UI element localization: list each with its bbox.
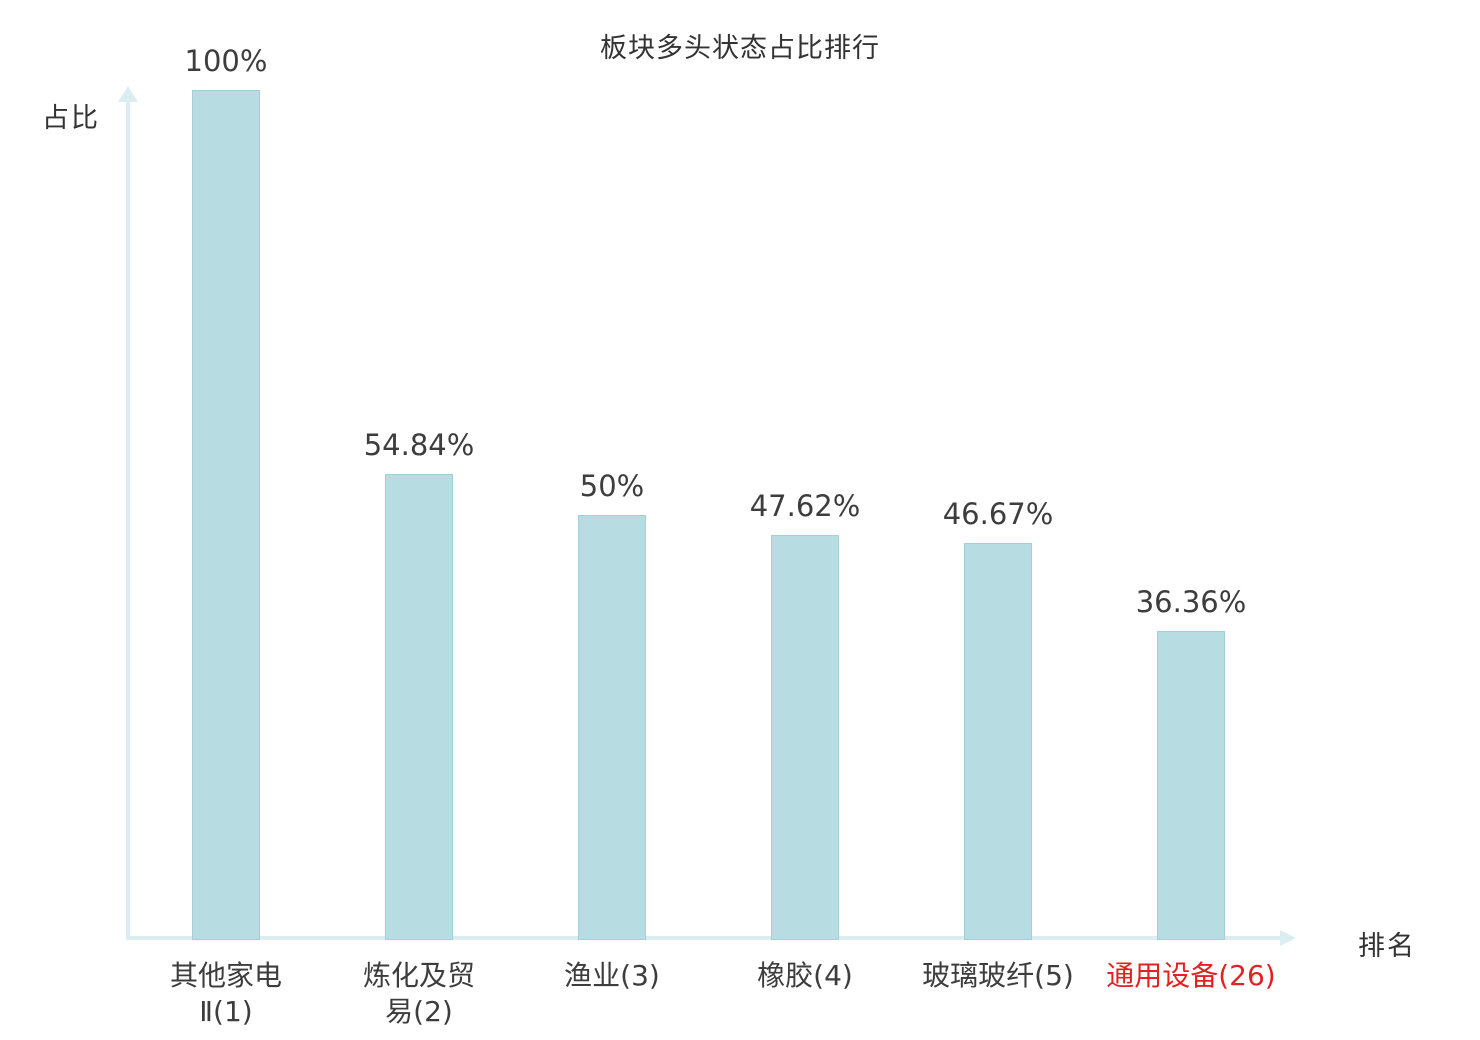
bar-value-label: 100% (184, 44, 268, 78)
chart-title: 板块多头状态占比排行 (600, 33, 880, 64)
x-tick-label-line: Ⅱ(1) (199, 995, 253, 1028)
x-tick-label: 玻璃玻纤(5) (868, 958, 1128, 994)
bar-value-label: 46.67% (942, 497, 1054, 532)
bar (192, 90, 260, 940)
x-axis-label: 排名 (1358, 931, 1416, 962)
bar-value-label: 47.62% (749, 489, 861, 524)
x-axis-arrow-icon (1280, 930, 1296, 946)
x-tick-label-line: 通用设备(26) (1106, 959, 1276, 992)
bar-value-label: 36.36% (1135, 584, 1247, 619)
y-axis-arrow-icon (118, 86, 138, 102)
x-tick-label: 通用设备(26) (1061, 958, 1321, 994)
bar (1157, 630, 1225, 940)
x-tick-label-line: 炼化及贸 (362, 959, 475, 992)
x-tick-label-line: 橡胶(4) (757, 959, 853, 992)
bar-value-label: 50% (579, 469, 645, 503)
bar (385, 473, 453, 940)
y-axis-line (126, 100, 130, 940)
x-tick-label: 其他家电 Ⅱ(1) (96, 958, 356, 1030)
x-tick-label: 渔业(3) (482, 958, 742, 994)
x-tick-label: 橡胶(4) (675, 958, 935, 994)
y-axis-label: 占比 (42, 103, 100, 134)
x-tick-label: 炼化及贸 易(2) (289, 958, 549, 1030)
x-axis-line (126, 936, 1282, 940)
bar (964, 543, 1032, 940)
bar-value-label: 54.84% (363, 427, 475, 462)
bar (578, 515, 646, 940)
x-tick-label-line: 渔业(3) (564, 959, 660, 992)
x-tick-label-line: 其他家电 (169, 959, 282, 992)
bar (771, 535, 839, 940)
x-tick-label-line: 玻璃玻纤(5) (922, 959, 1074, 992)
x-tick-label-line: 易(2) (385, 995, 453, 1028)
